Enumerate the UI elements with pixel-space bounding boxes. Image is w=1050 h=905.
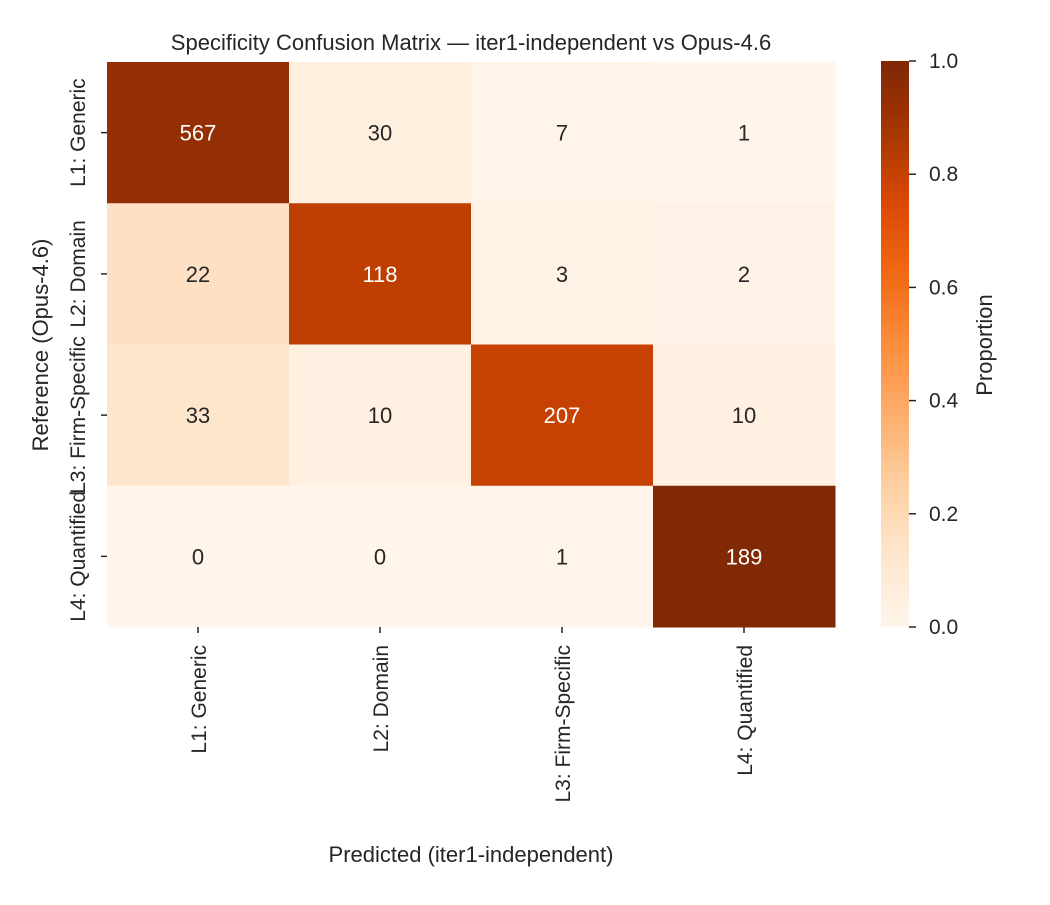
y-axis-label: Reference (Opus-4.6) [28, 239, 53, 452]
heatmap-cell [471, 203, 654, 345]
cell-value-label: 0 [374, 544, 386, 569]
cell-value-label: 567 [180, 121, 217, 146]
heatmap-cell [653, 203, 836, 345]
heatmap-cell [653, 344, 836, 487]
heatmap-cell [289, 344, 472, 487]
x-tick-label: L4: Quantified [734, 645, 757, 776]
cell-value-label: 1 [556, 544, 568, 569]
cell-value-label: 207 [544, 403, 581, 428]
y-tick-label: L4: Quantified [67, 491, 90, 622]
cell-value-label: 189 [726, 544, 763, 569]
cell-value-label: 33 [186, 403, 210, 428]
heatmap-cell [107, 344, 290, 487]
cell-value-label: 10 [368, 403, 392, 428]
y-tick-label: L2: Domain [67, 220, 90, 327]
heatmap-cell [471, 485, 654, 628]
heatmap-cell [289, 62, 472, 204]
cell-value-label: 0 [192, 544, 204, 569]
x-tick-label: L2: Domain [370, 645, 393, 752]
cell-value-label: 1 [738, 121, 750, 146]
heatmap-cell [653, 485, 836, 628]
heatmap-cell [107, 62, 290, 204]
cell-value-label: 10 [732, 403, 756, 428]
y-tick-label: L3: Firm-Specific [67, 336, 90, 494]
colorbar-tick-label: 0.4 [929, 390, 959, 413]
heatmap-cell [107, 485, 290, 628]
colorbar-tick-label: 0.6 [929, 276, 958, 299]
cell-value-label: 118 [362, 262, 397, 287]
heatmap-cell [107, 203, 290, 345]
heatmap-cells: 567 30 7 1 22 118 3 2 33 10 207 10 0 0 1 189 [107, 62, 836, 628]
colorbar-tick-label: 0.8 [929, 163, 958, 186]
cell-value-label: 30 [368, 121, 392, 146]
colorbar-ticks: 0.0 0.2 0.4 0.6 0.8 1.0 [909, 50, 959, 639]
cell-value-label: 22 [186, 262, 210, 287]
y-tick-labels: L1: Generic L2: Domain L3: Firm-SpecificL4… [67, 78, 107, 622]
heatmap-cell [471, 62, 654, 204]
colorbar [881, 61, 909, 627]
colorbar-tick-label: 1.0 [929, 50, 958, 73]
cell-value-label: 3 [556, 262, 568, 287]
colorbar-label: Proportion [972, 294, 997, 396]
x-tick-label: L3: Firm-Specific [552, 645, 575, 803]
chart-title: Specificity Confusion Matrix — iter1-ind… [171, 30, 771, 55]
heatmap-cell [653, 62, 836, 204]
x-tick-labels: L1: Generic L2: Domain L3: Firm-Specific L4… [188, 627, 757, 803]
heatmap-cell [289, 203, 472, 345]
colorbar-tick-label: 0.2 [929, 503, 958, 526]
cell-value-label: 7 [556, 121, 568, 146]
cell-value-label: 2 [738, 262, 750, 287]
colorbar-tick-label: 0.0 [929, 616, 958, 639]
x-tick-label: L1: Generic [188, 645, 211, 754]
y-tick-label: L1: Generic [67, 78, 90, 187]
x-axis-label: Predicted (iter1-independent) [329, 842, 614, 867]
heatmap-cell [471, 344, 654, 487]
heatmap-cell [289, 485, 472, 628]
